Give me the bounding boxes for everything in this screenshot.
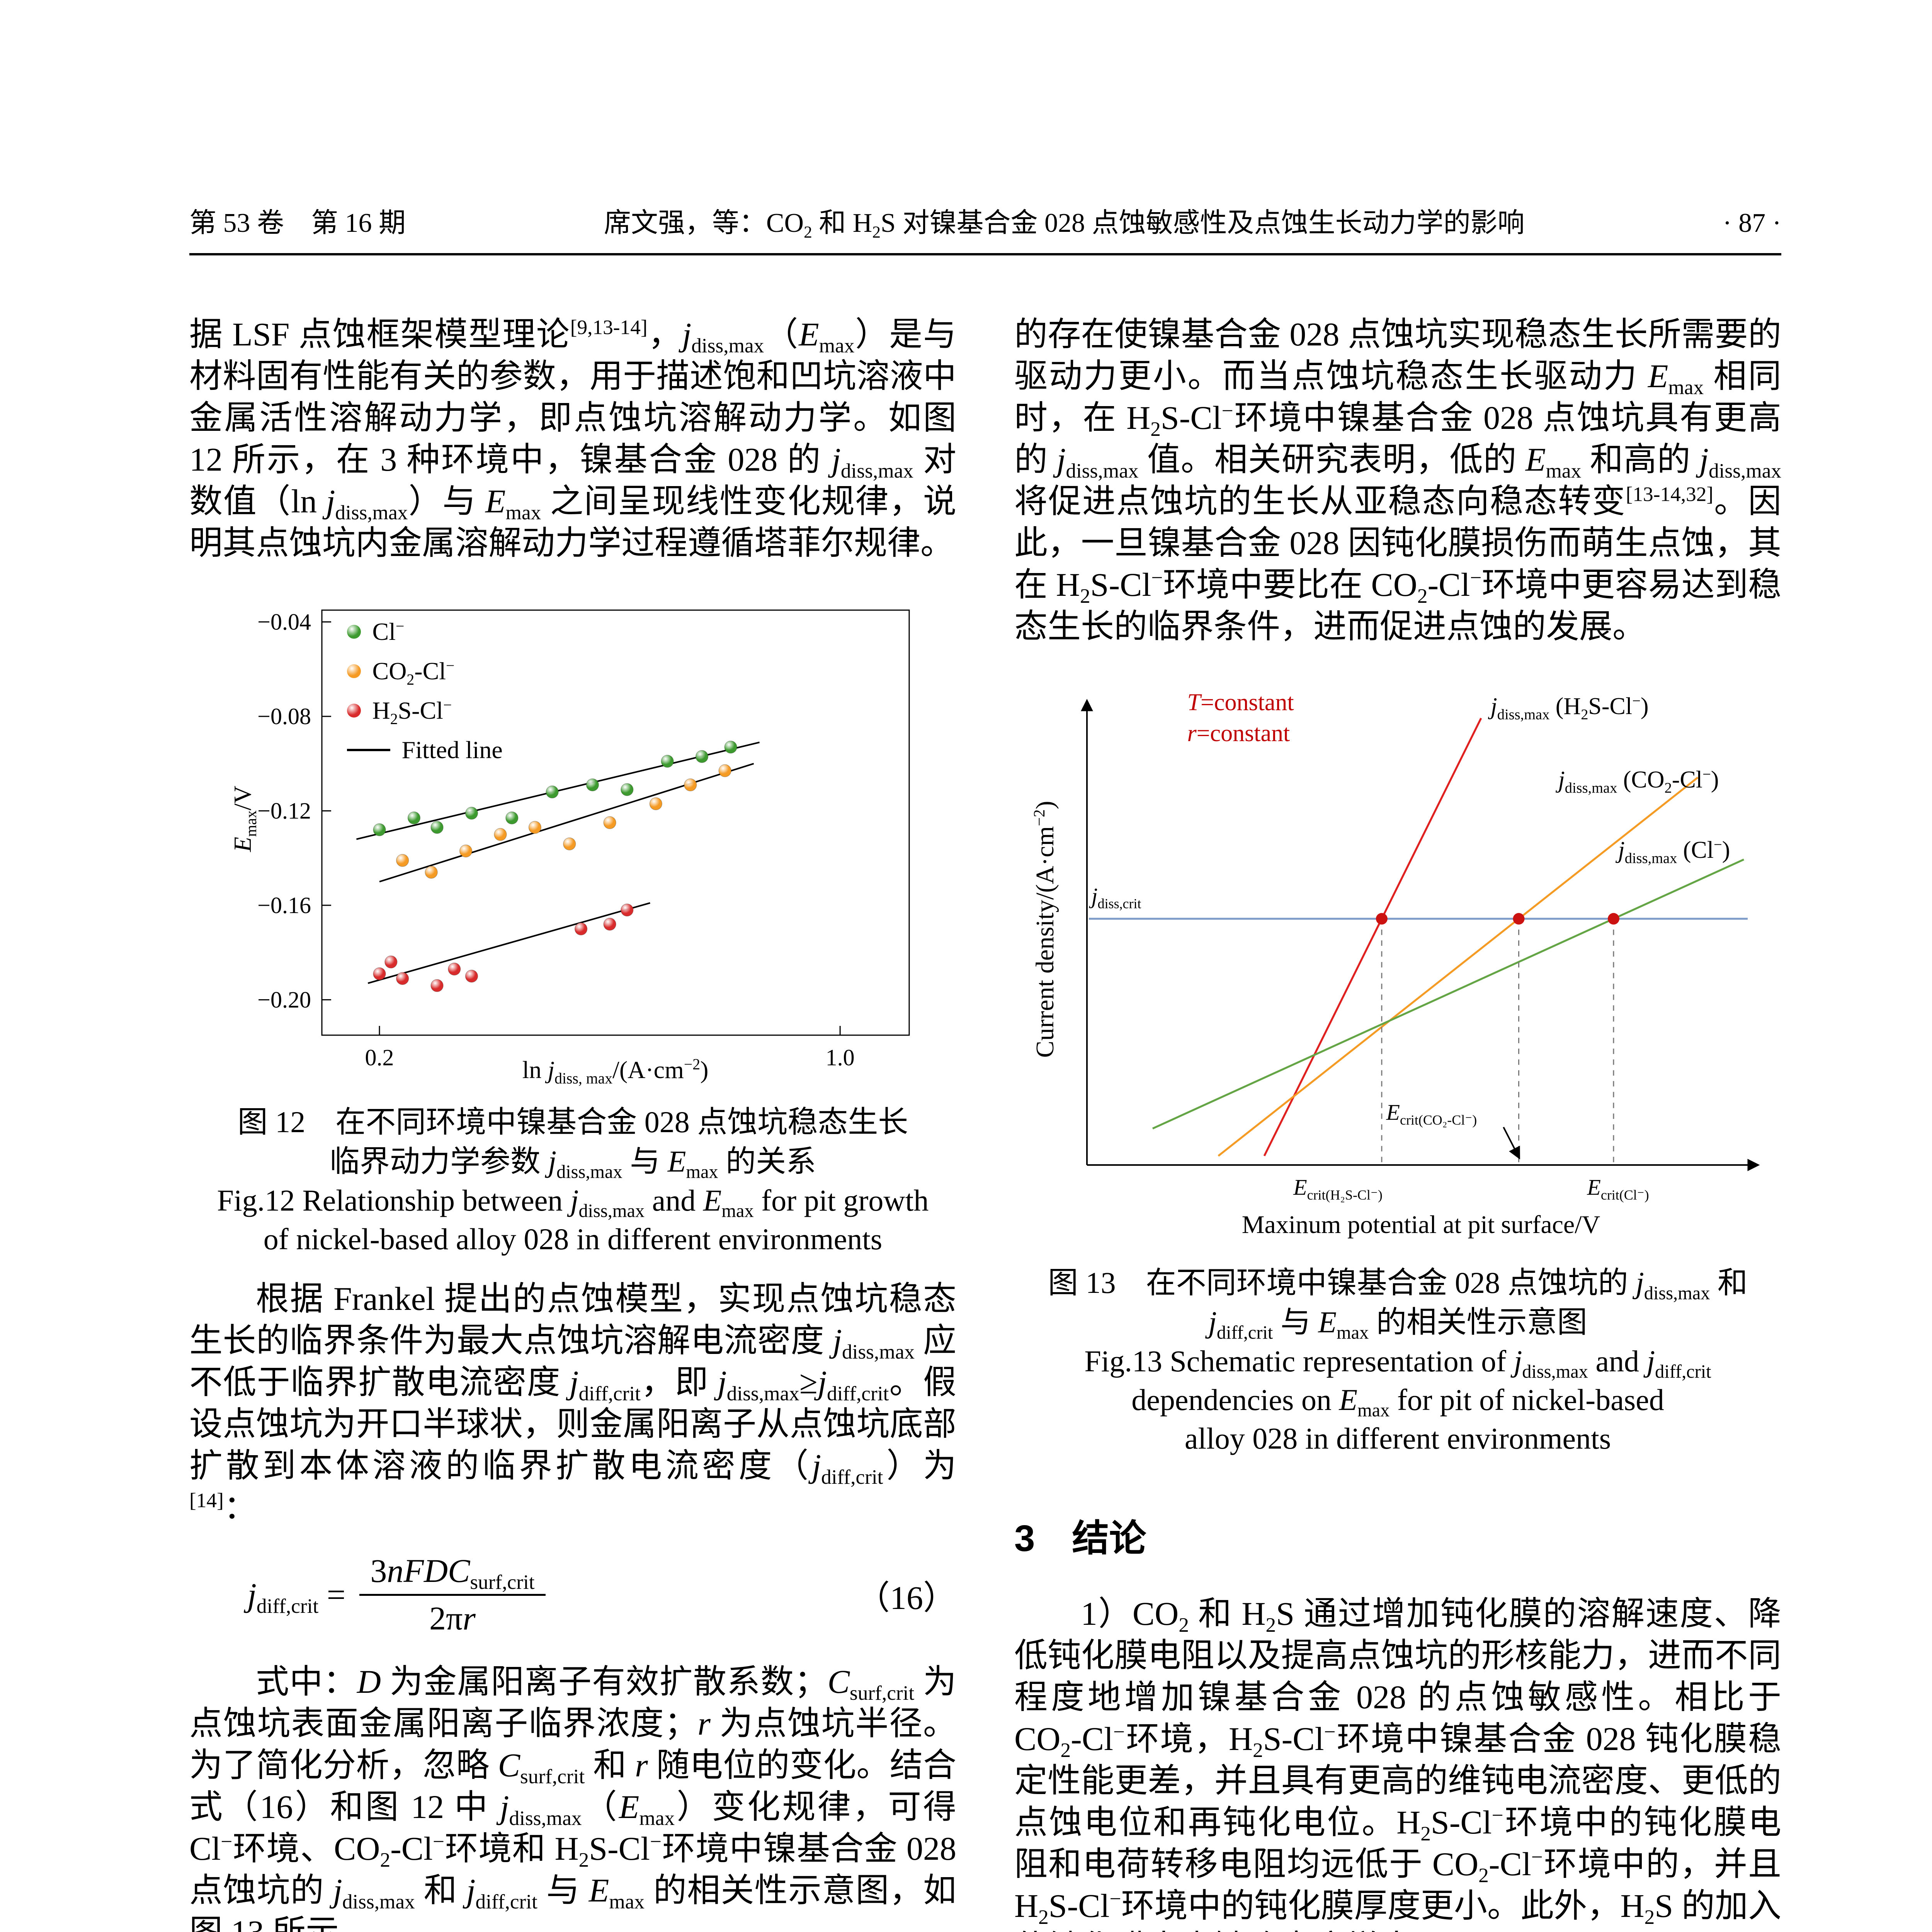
figure-12-caption-en: Fig.12 Relationship between jdiss,max an…: [217, 1184, 929, 1256]
figure-13-r-constant-label: r=constant: [1187, 720, 1290, 747]
figure-13-chart: T=constant r=constant jdiss,max (H2S-Cl−…: [1021, 674, 1775, 1254]
svg-text:−0.04: −0.04: [257, 609, 311, 635]
section-heading-conclusions: 3 结论: [1014, 1518, 1146, 1559]
equation-16-denominator: 2πr: [429, 1600, 476, 1637]
figure-13-line-label-co2: jdiss,max (CO2-Cl−): [1558, 766, 1719, 796]
equation-16: jdiff,crit = 3nFDCsurf,crit 2πr （16）: [189, 1551, 956, 1638]
legend-item: CO2-Cl−: [347, 654, 503, 688]
figure-13-y-axis-label: Current density/(A·cm−2): [1030, 801, 1059, 1058]
figure-12-plot: −0.04 −0.08 −0.12 −0.16 −0.20 0.2 1.0: [257, 609, 910, 1070]
two-column-body: 据 LSF 点蚀框架模型理论[9,13-14]，jdiss,max（Emax）是…: [189, 313, 1781, 1932]
left-column: 据 LSF 点蚀框架模型理论[9,13-14]，jdiss,max（Emax）是…: [189, 313, 956, 1932]
equation-16-numerator: 3nFDCsurf,crit: [359, 1551, 546, 1596]
svg-text:−0.08: −0.08: [257, 704, 311, 729]
paragraph-driving-force: 的存在使镍基合金 028 点蚀坑实现稳态生长所需要的驱动力更小。而当点蚀坑稳态生…: [1014, 316, 1782, 645]
figure-12-chart: −0.04 −0.08 −0.12 −0.16 −0.20 0.2 1.0 Emax/V l…: [206, 591, 940, 1093]
legend-marker-icon: [347, 704, 361, 718]
figure-12-caption-zh: 图 12 在不同环境中镍基合金 028 点蚀坑稳态生长 临界动力学参数 jdiss…: [237, 1105, 908, 1182]
legend-marker-icon: [347, 625, 361, 639]
figure-13-plot: [1080, 699, 1760, 1171]
conclusion-1: 1）CO2 和 H2S 通过增加钝化膜的溶解速度、降低钝化膜电阻以及提高点蚀坑的…: [1014, 1595, 1782, 1932]
legend-label: Cl−: [372, 617, 405, 645]
figure-13-ecrit-h2s-label: Ecrit(H₂S-Cl⁻): [1293, 1175, 1383, 1203]
figure-13-caption-en: Fig.13 Schematic representation of jdiss…: [1084, 1344, 1711, 1455]
page-number: · 87 ·: [1723, 208, 1781, 238]
figure-12: −0.04 −0.08 −0.12 −0.16 −0.20 0.2 1.0 Emax/V l…: [189, 591, 956, 1259]
svg-text:0.2: 0.2: [365, 1045, 394, 1070]
legend-label: Fitted line: [401, 736, 503, 764]
legend-item: H2S-Cl−: [347, 694, 503, 728]
legend-marker-icon: [347, 664, 361, 678]
paragraph-lsf-model: 据 LSF 点蚀框架模型理论[9,13-14]，jdiss,max（Emax）是…: [189, 315, 957, 561]
svg-text:−0.16: −0.16: [257, 893, 311, 918]
legend-label: CO2-Cl−: [372, 657, 455, 688]
paragraph-equation-terms: 式中：D 为金属阳离子有效扩散系数；Csurf,crit 为点蚀坑表面金属阳离子…: [189, 1663, 957, 1932]
paragraph-frankel-model: 根据 Frankel 提出的点蚀模型，实现点蚀坑稳态生长的临界条件为最大点蚀坑溶…: [189, 1280, 957, 1526]
figure-12-legend: Cl− CO2-Cl− H2S-Cl− Fitted line: [347, 615, 503, 767]
svg-text:−0.12: −0.12: [257, 798, 311, 823]
fitted-line-icon: [347, 749, 390, 751]
figure-13-ecrit-co2-label: Ecrit(CO₂-Cl⁻): [1386, 1100, 1477, 1128]
figure-13-jdisscrit-label: jdiss,crit: [1091, 883, 1141, 912]
legend-label: H2S-Cl−: [372, 696, 452, 728]
figure-12-caption: 图 12 在不同环境中镍基合金 028 点蚀坑稳态生长 临界动力学参数 jdiss…: [189, 1102, 956, 1259]
figure-12-x-axis-label: ln jdiss, max/(A·cm−2): [522, 1056, 709, 1087]
journal-issue: 第 53 卷 第 16 期: [189, 208, 406, 238]
svg-text:−0.20: −0.20: [257, 987, 311, 1012]
right-column: 的存在使镍基合金 028 点蚀坑实现稳态生长所需要的驱动力更小。而当点蚀坑稳态生…: [1014, 313, 1781, 1932]
equation-16-lhs: jdiff,crit =: [247, 1576, 346, 1617]
equation-16-fraction: 3nFDCsurf,crit 2πr: [359, 1551, 546, 1638]
figure-13-t-constant-label: T=constant: [1187, 689, 1294, 716]
svg-text:1.0: 1.0: [825, 1045, 854, 1070]
running-title: 席文强，等：CO2 和 H2S 对镍基合金 028 点蚀敏感性及点蚀生长动力学的…: [604, 208, 1525, 242]
figure-13-line-label-cl: jdiss,max (Cl−): [1618, 837, 1730, 867]
legend-item: Fitted line: [347, 733, 503, 767]
legend-item: Cl−: [347, 615, 503, 649]
page-header: 第 53 卷 第 16 期 席文强，等：CO2 和 H2S 对镍基合金 028 …: [189, 201, 1781, 255]
figure-13-line-label-h2s: jdiss,max (H2S-Cl−): [1490, 693, 1649, 723]
figure-12-y-axis-label: Emax/V: [228, 786, 260, 852]
equation-16-number: （16）: [857, 1579, 956, 1616]
figure-13: T=constant r=constant jdiss,max (H2S-Cl−…: [1014, 674, 1781, 1458]
figure-13-caption: 图 13 在不同环境中镍基合金 028 点蚀坑的 jdiss,max 和 jdif…: [1014, 1263, 1781, 1458]
figure-13-ecrit-cl-label: Ecrit(Cl⁻): [1587, 1175, 1649, 1203]
figure-13-x-axis-label: Maxinum potential at pit surface/V: [1242, 1211, 1600, 1239]
figure-13-caption-zh: 图 13 在不同环境中镍基合金 028 点蚀坑的 jdiss,max 和 jdif…: [1048, 1266, 1748, 1343]
